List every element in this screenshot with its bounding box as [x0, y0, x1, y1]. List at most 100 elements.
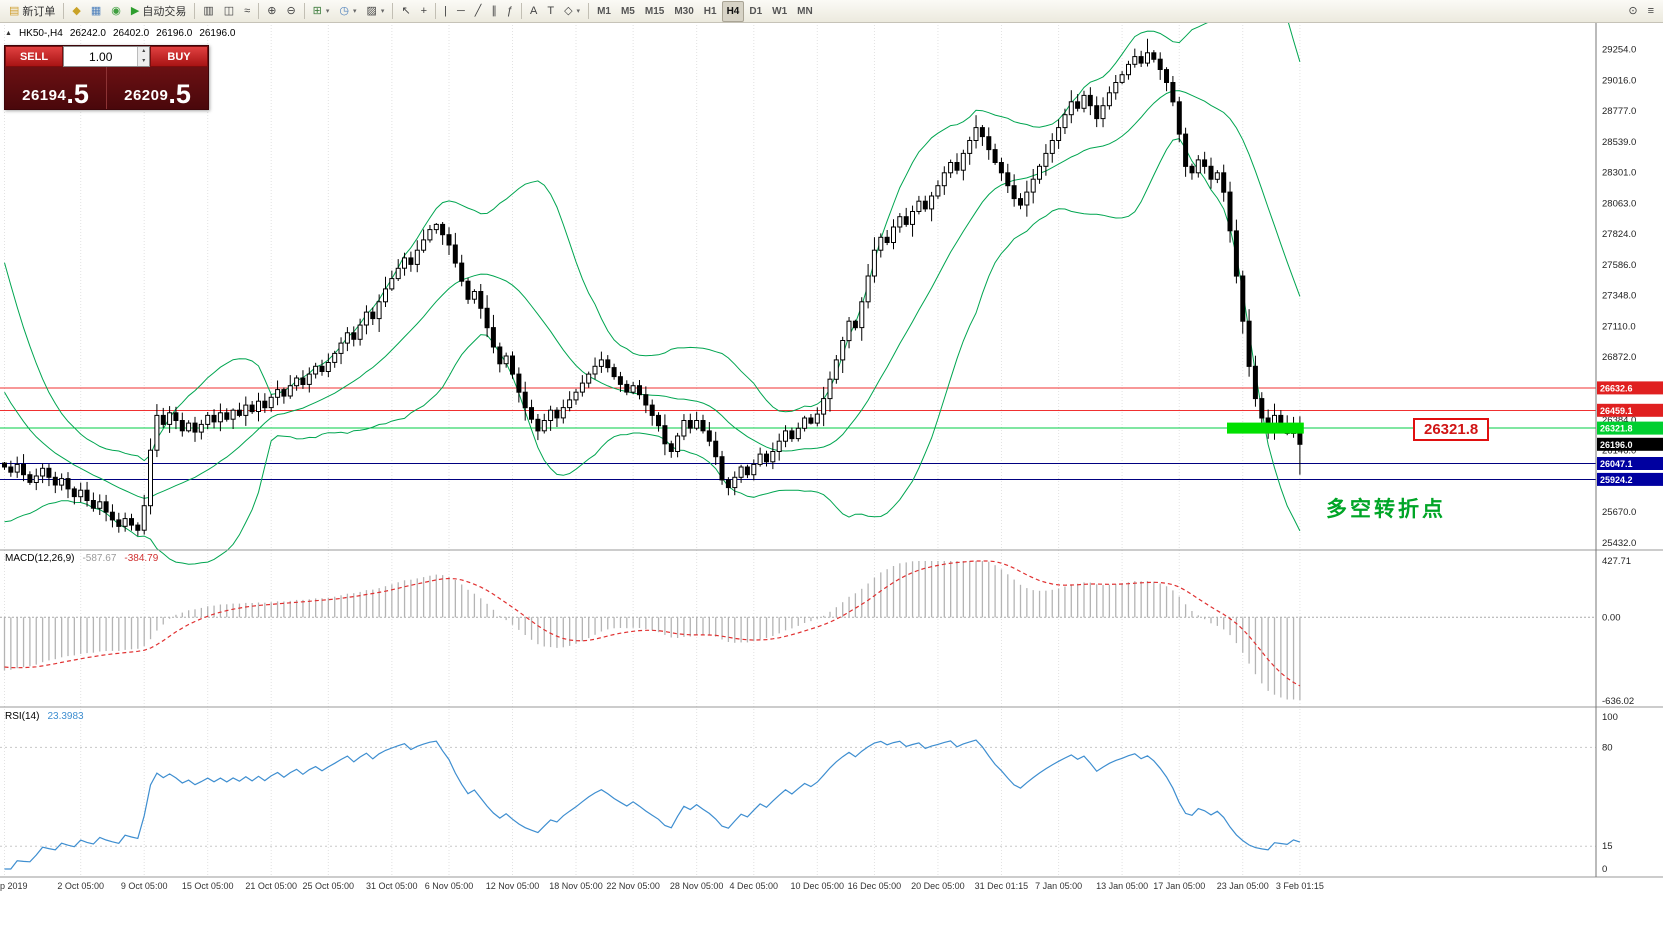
svg-text:28539.0: 28539.0: [1602, 137, 1636, 148]
svg-text:26632.6: 26632.6: [1600, 383, 1633, 393]
bollinger-up-band[interactable]: [4, 23, 1301, 462]
timeframe-w1-button[interactable]: W1: [767, 1, 792, 22]
toolbar-separator: [435, 3, 437, 19]
fibonacci-button[interactable]: ƒ: [502, 1, 518, 22]
timeframe-w1-button-label: W1: [772, 5, 788, 17]
volume-down-button[interactable]: ▾: [138, 56, 149, 66]
bar-chart-icon: ▥: [203, 4, 214, 17]
date-label: 28 Nov 05:00: [670, 881, 724, 891]
period-button[interactable]: ◷ ▾: [334, 1, 361, 22]
indicator-scales[interactable]: 427.71 0.00 -636.02 100 80 15 0: [1602, 556, 1634, 875]
text-button[interactable]: A: [525, 1, 542, 22]
price-divider: [106, 67, 107, 109]
svg-text:29254.0: 29254.0: [1602, 45, 1636, 56]
rsi-line: [4, 739, 1301, 870]
one-click-trading-panel: SELL ▴ ▾ BUY 26194.5 26209.5: [4, 45, 209, 110]
new-order-button[interactable]: ▤ 新订单: [4, 1, 60, 22]
candlestick-chart-button[interactable]: ◫: [219, 1, 239, 22]
bollinger-low-band[interactable]: [4, 138, 1301, 565]
arrange-windows-button[interactable]: ≡: [1643, 1, 1659, 22]
trendline-button[interactable]: ╱: [470, 1, 487, 22]
cursor-button[interactable]: ↖: [396, 1, 415, 22]
chevron-down-icon: ▾: [380, 8, 385, 15]
label-icon: T: [547, 4, 555, 17]
svg-text:26459.1: 26459.1: [1600, 406, 1633, 416]
date-label: 3 Feb 01:15: [1276, 881, 1324, 891]
new-chart-button[interactable]: ⊞ ▾: [308, 1, 335, 22]
turning-point-text[interactable]: 多空转折点: [1326, 498, 1446, 521]
date-label: 25 Oct 05:00: [303, 881, 355, 891]
vertical-line-button[interactable]: |: [439, 1, 452, 22]
navigator-button[interactable]: ◉: [106, 1, 126, 22]
timeframe-m30-button-label: M30: [674, 5, 694, 17]
svg-text:28777.0: 28777.0: [1602, 106, 1636, 117]
timeframe-d1-button[interactable]: D1: [744, 1, 767, 22]
sell-price[interactable]: 26194.5: [5, 67, 106, 109]
toolbar-separator: [392, 3, 394, 19]
toolbar: ▤ 新订单 ◆ ▦ ◉ ▶ 自动交易 ▥ ◫ ≈ ⊕ ⊖ ⊞ ▾ ◷ ▾ ▨ ▾ ↖ + | ─ ╱ ∥ ƒ A T ◇ ▾ M1 M5 M1…: [0, 0, 1663, 23]
timeframe-h1-button[interactable]: H1: [699, 1, 722, 22]
price-flag-label[interactable]: 26321.8: [1413, 418, 1490, 441]
highlight-rectangle[interactable]: [1227, 422, 1304, 434]
trendline-icon: ╱: [474, 4, 482, 17]
macd-main-value: -587.67: [82, 553, 117, 564]
macd-histogram-layer: [3, 561, 1301, 701]
date-label: 21 Oct 05:00: [245, 881, 297, 891]
crosshair-icon: +: [420, 4, 428, 17]
chart-canvas[interactable]: 29254.0 29016.0 28777.0 28539.0 28301.0 28063…: [0, 23, 1663, 949]
template-button[interactable]: ▨ ▾: [362, 1, 390, 22]
timeframe-h1-button-label: H1: [703, 5, 717, 17]
crosshair-button[interactable]: +: [416, 1, 432, 22]
zoom-in-button[interactable]: ⊕: [262, 1, 281, 22]
data-window-icon: ▦: [90, 4, 102, 17]
volume-input[interactable]: [64, 47, 138, 66]
gridlines-layer: [4, 25, 1301, 877]
timeframe-m15-button[interactable]: M15: [640, 1, 669, 22]
svg-text:80: 80: [1602, 742, 1613, 753]
rsi-value: 23.3983: [47, 711, 84, 722]
bar-chart-button[interactable]: ▥: [198, 1, 218, 22]
bollinger-mid-band[interactable]: [4, 90, 1301, 499]
chevron-down-icon: ▾: [325, 8, 330, 15]
label-button[interactable]: T: [542, 1, 559, 22]
price-scale[interactable]: 29254.0 29016.0 28777.0 28539.0 28301.0 28063…: [1597, 45, 1663, 549]
svg-text:100: 100: [1602, 712, 1618, 723]
autotrading-button[interactable]: ▶ 自动交易: [126, 1, 191, 22]
data-window-button[interactable]: ▦: [86, 1, 106, 22]
line-chart-icon: ≈: [244, 4, 251, 17]
date-label: 31 Dec 01:15: [975, 881, 1029, 891]
chevron-down-icon: ▾: [353, 8, 357, 15]
horizontal-line-button[interactable]: ─: [452, 1, 470, 22]
toolbar-separator: [258, 3, 260, 19]
zoom-out-button[interactable]: ⊖: [281, 1, 300, 22]
volume-control: ▴ ▾: [63, 46, 150, 67]
market-watch-button[interactable]: ◆: [67, 1, 85, 22]
buy-price[interactable]: 26209.5: [107, 67, 208, 109]
svg-text:27348.0: 27348.0: [1602, 291, 1636, 302]
chevron-down-icon: ▾: [576, 8, 581, 15]
timeframe-mn-button[interactable]: MN: [792, 1, 818, 22]
timeframe-m5-button-label: M5: [620, 5, 635, 17]
line-chart-button[interactable]: ≈: [239, 1, 255, 22]
zoom-in-icon: ⊕: [267, 4, 277, 17]
sell-button[interactable]: SELL: [5, 46, 63, 67]
volume-up-button[interactable]: ▴: [138, 47, 149, 57]
date-label: 13 Jan 05:00: [1096, 881, 1148, 891]
svg-text:0.00: 0.00: [1602, 612, 1621, 623]
chart-area[interactable]: 29254.0 29016.0 28777.0 28539.0 28301.0 28063…: [0, 23, 1663, 949]
macd-signal-line: [4, 560, 1301, 687]
channel-button[interactable]: ∥: [486, 1, 502, 22]
market-watch-icon: ◆: [72, 4, 81, 17]
time-scale[interactable]: 5 Sep 2019 2 Oct 05:00 9 Oct 05:00 15 Oct 0…: [0, 881, 1324, 891]
buy-button[interactable]: BUY: [150, 46, 208, 67]
date-label: 7 Jan 05:00: [1035, 881, 1082, 891]
timeframe-m1-button[interactable]: M1: [592, 1, 616, 22]
shapes-button[interactable]: ◇ ▾: [559, 1, 585, 22]
candlestick-chart-icon: ◫: [223, 4, 235, 17]
timeframe-h4-button[interactable]: H4: [721, 0, 745, 22]
timeframe-m30-button[interactable]: M30: [669, 1, 698, 22]
collapse-arrow-icon[interactable]: ▲: [5, 30, 12, 37]
timeframe-m5-button[interactable]: M5: [616, 1, 640, 22]
search-button[interactable]: ⊙: [1623, 1, 1642, 22]
